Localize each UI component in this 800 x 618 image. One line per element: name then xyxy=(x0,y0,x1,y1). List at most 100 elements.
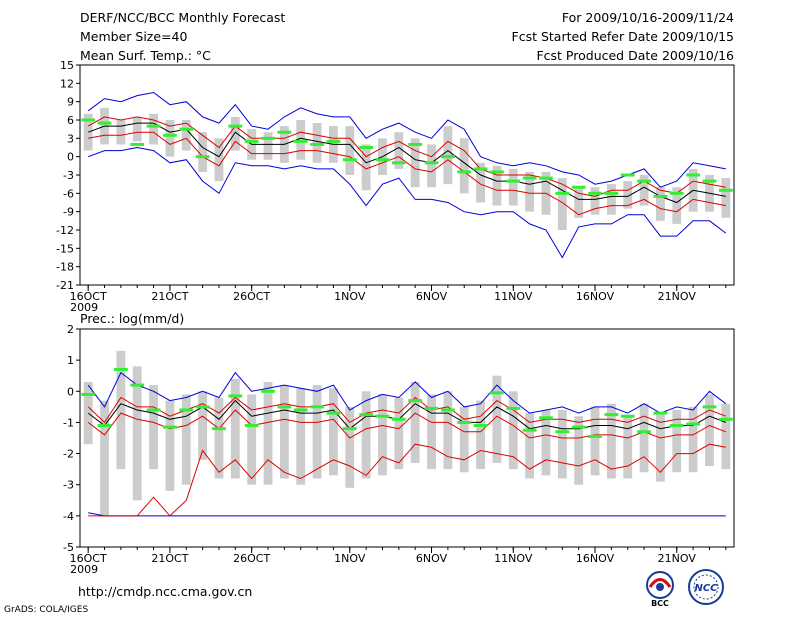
observed-marker xyxy=(539,416,553,420)
spread-box xyxy=(639,175,649,206)
x-tick-label: 16OCT xyxy=(70,290,107,303)
observed-marker xyxy=(146,408,161,412)
year-label: 2009 xyxy=(70,563,98,576)
spread-box xyxy=(476,162,485,203)
variable-label: Mean Surf. Temp.: °C xyxy=(80,48,211,63)
spread-box xyxy=(230,378,240,479)
spread-box xyxy=(443,391,453,470)
spread-box xyxy=(623,416,633,479)
spread-box xyxy=(672,409,682,473)
spread-box xyxy=(656,413,665,482)
observed-marker xyxy=(620,173,635,177)
observed-marker xyxy=(457,420,472,424)
y-tick-label: 6 xyxy=(67,114,74,127)
x-tick-label: 26OCT xyxy=(233,552,270,565)
observed-marker xyxy=(163,133,177,137)
spread-box xyxy=(214,397,224,479)
spread-box xyxy=(590,187,600,215)
spread-box xyxy=(443,126,453,185)
observed-marker xyxy=(244,424,259,428)
x-tick-label: 11NOV xyxy=(494,290,533,303)
x-tick-label: 21NOV xyxy=(658,552,697,565)
observed-marker xyxy=(555,430,570,434)
observed-marker xyxy=(490,170,504,174)
year-label: 2009 xyxy=(70,301,98,314)
observed-marker xyxy=(163,425,177,429)
observed-marker xyxy=(408,399,423,403)
x-tick-label: 11NOV xyxy=(494,552,533,565)
observed-marker xyxy=(424,406,439,410)
observed-marker xyxy=(391,417,406,421)
y-tick-label: -15 xyxy=(56,242,74,255)
observed-marker xyxy=(114,367,128,371)
spread-box xyxy=(296,388,306,485)
observed-marker xyxy=(506,179,521,183)
observed-marker xyxy=(441,408,455,412)
spread-box xyxy=(394,397,404,470)
observed-marker xyxy=(588,434,602,438)
spread-box xyxy=(165,400,175,491)
observed-marker xyxy=(522,176,537,180)
observed-marker xyxy=(424,161,439,165)
observed-marker xyxy=(441,155,455,159)
x-tick-label: 1NOV xyxy=(334,290,366,303)
observed-marker xyxy=(146,124,161,128)
observed-marker xyxy=(686,422,700,426)
plot-frame xyxy=(79,328,735,548)
spread-box xyxy=(116,120,126,145)
y-tick-label: -2 xyxy=(63,448,74,461)
observed-marker xyxy=(326,411,341,415)
source-url[interactable]: http://cmdp.ncc.cma.gov.cn xyxy=(78,584,253,599)
spread-box xyxy=(247,394,257,485)
observed-marker xyxy=(718,417,733,421)
spread-box xyxy=(574,416,584,485)
spread-box xyxy=(312,123,322,163)
observed-marker xyxy=(228,124,243,128)
spread-box xyxy=(721,403,731,470)
observed-marker xyxy=(571,425,586,429)
x-tick-label: 16NOV xyxy=(576,290,615,303)
spread-box xyxy=(230,116,240,151)
observed-marker xyxy=(359,413,373,417)
observed-marker xyxy=(342,158,357,162)
observed-marker xyxy=(391,161,406,165)
observed-marker xyxy=(653,194,668,198)
spread-box xyxy=(263,132,273,160)
spread-box xyxy=(83,381,93,445)
observed-marker xyxy=(97,121,112,125)
spread-box xyxy=(132,366,142,501)
x-tick-label: 1NOV xyxy=(334,552,366,565)
spread-box xyxy=(181,394,191,485)
spread-box xyxy=(181,120,191,151)
spread-box xyxy=(557,409,567,479)
spread-box xyxy=(296,120,306,160)
spread-box xyxy=(525,413,535,479)
bcc-logo: BCC xyxy=(646,571,674,608)
observed-marker xyxy=(261,136,275,140)
x-tick-label: 21NOV xyxy=(658,290,697,303)
observed-marker xyxy=(375,414,390,418)
y-tick-label: 9 xyxy=(67,96,74,109)
observed-marker xyxy=(130,383,145,387)
observed-marker xyxy=(408,142,423,146)
lower-line xyxy=(88,131,726,216)
spread-box xyxy=(590,406,600,476)
y-tick-label: -3 xyxy=(63,479,74,492)
observed-marker xyxy=(653,411,668,415)
y-tick-label: -3 xyxy=(63,169,74,182)
spread-box xyxy=(165,120,175,157)
spread-box xyxy=(263,381,273,485)
spread-box xyxy=(214,138,224,182)
forecast-start-label: Fcst Started Refer Date 2009/10/15 xyxy=(511,29,735,44)
spread-box xyxy=(83,113,93,151)
spread-box xyxy=(132,116,142,142)
spread-box xyxy=(361,144,371,191)
observed-marker xyxy=(277,405,292,409)
chart-title: DERF/NCC/BCC Monthly Forecast xyxy=(80,10,286,25)
spread-box xyxy=(492,165,502,206)
spread-box xyxy=(427,144,436,188)
x-tick-label: 6NOV xyxy=(416,552,448,565)
x-tick-label: 21OCT xyxy=(151,552,188,565)
